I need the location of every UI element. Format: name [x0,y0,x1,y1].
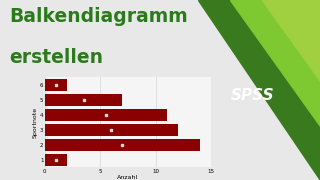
Y-axis label: Sportnote: Sportnote [32,107,37,138]
Bar [45,79,67,91]
Text: erstellen: erstellen [9,48,103,67]
Bar [45,154,67,166]
Bar [45,109,167,121]
Bar [45,139,200,151]
Polygon shape [262,0,320,81]
Bar [45,124,178,136]
Polygon shape [198,0,320,180]
Text: SPSS: SPSS [231,88,275,103]
Polygon shape [230,0,320,126]
X-axis label: Anzahl: Anzahl [117,175,139,180]
Text: Balkendiagramm: Balkendiagramm [9,7,188,26]
Bar [45,94,123,106]
